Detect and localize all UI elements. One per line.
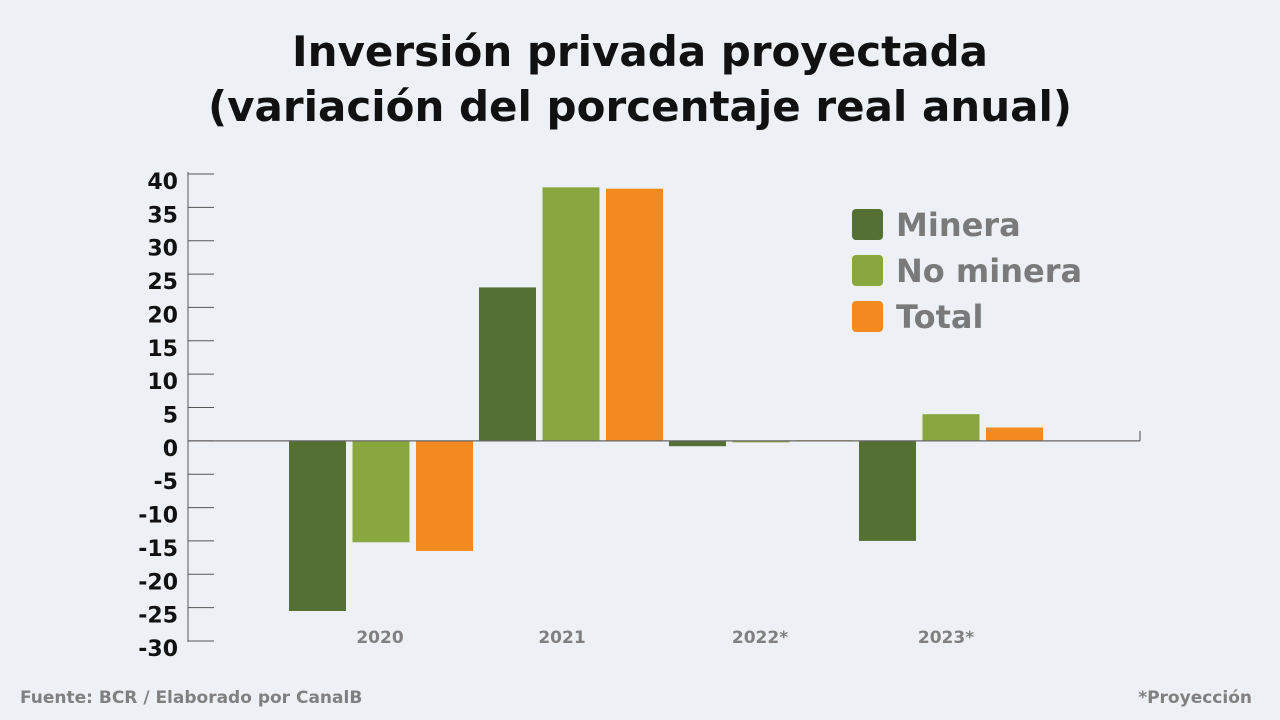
- x-category-label: 2020: [356, 628, 403, 648]
- y-tick-label: -25: [138, 604, 178, 629]
- bar-total-2020: [416, 440, 473, 551]
- y-axis: 40 35 30 25 20 15 10 5 0 -5 -10 -15 -20 -25 -30: [138, 170, 214, 662]
- y-tick-label: 15: [147, 337, 178, 362]
- y-tick-label: 25: [147, 270, 178, 295]
- title-line-2: (variación del porcentaje real anual): [207, 82, 1073, 131]
- bar-total-2021: [606, 188, 663, 441]
- legend-swatch: [852, 255, 883, 286]
- bar-minera-2020: [289, 440, 346, 611]
- legend-label: Total: [896, 298, 983, 336]
- y-tick-label: -5: [154, 470, 178, 495]
- bar-no-minera-2020: [352, 440, 410, 543]
- y-tick-label: 30: [147, 237, 178, 262]
- legend-swatch: [852, 209, 883, 240]
- y-tick-label: -20: [138, 570, 178, 595]
- legend-swatch: [852, 301, 883, 332]
- x-category-label: 2023*: [918, 628, 974, 648]
- y-tick-label: 20: [147, 303, 178, 328]
- legend-label: No minera: [896, 252, 1082, 290]
- bar-no-minera-2022: [732, 440, 790, 443]
- y-tick-label: 35: [147, 203, 178, 228]
- bar-minera-2022: [669, 440, 726, 447]
- y-tick-label: -10: [138, 504, 178, 529]
- chart-title: Inversión privada proyectada (variación …: [0, 24, 1280, 134]
- x-category-label: 2022*: [732, 628, 788, 648]
- y-tick-label: -30: [138, 637, 178, 662]
- bar-minera-2023: [859, 440, 916, 541]
- bar-no-minera-2021: [542, 187, 600, 441]
- title-line-1: Inversión privada proyectada: [291, 27, 988, 76]
- bars: [289, 187, 1043, 611]
- legend: Minera No minera Total: [852, 206, 1082, 336]
- y-tick-label: 10: [147, 370, 178, 395]
- y-tick-label: 0: [163, 437, 178, 462]
- y-tick-label: 40: [147, 170, 178, 195]
- source-note: Fuente: BCR / Elaborado por CanalB: [20, 688, 363, 708]
- projection-note: *Proyección: [1138, 688, 1252, 708]
- bar-minera-2021: [479, 287, 536, 441]
- legend-label: Minera: [896, 206, 1021, 244]
- y-tick-label: 5: [163, 404, 178, 429]
- bar-total-2023: [986, 427, 1043, 441]
- y-tick-label: -15: [138, 537, 178, 562]
- x-category-label: 2021: [538, 628, 585, 648]
- x-axis: 2020 2021 2022* 2023*: [188, 430, 1141, 648]
- bar-no-minera-2023: [922, 414, 980, 441]
